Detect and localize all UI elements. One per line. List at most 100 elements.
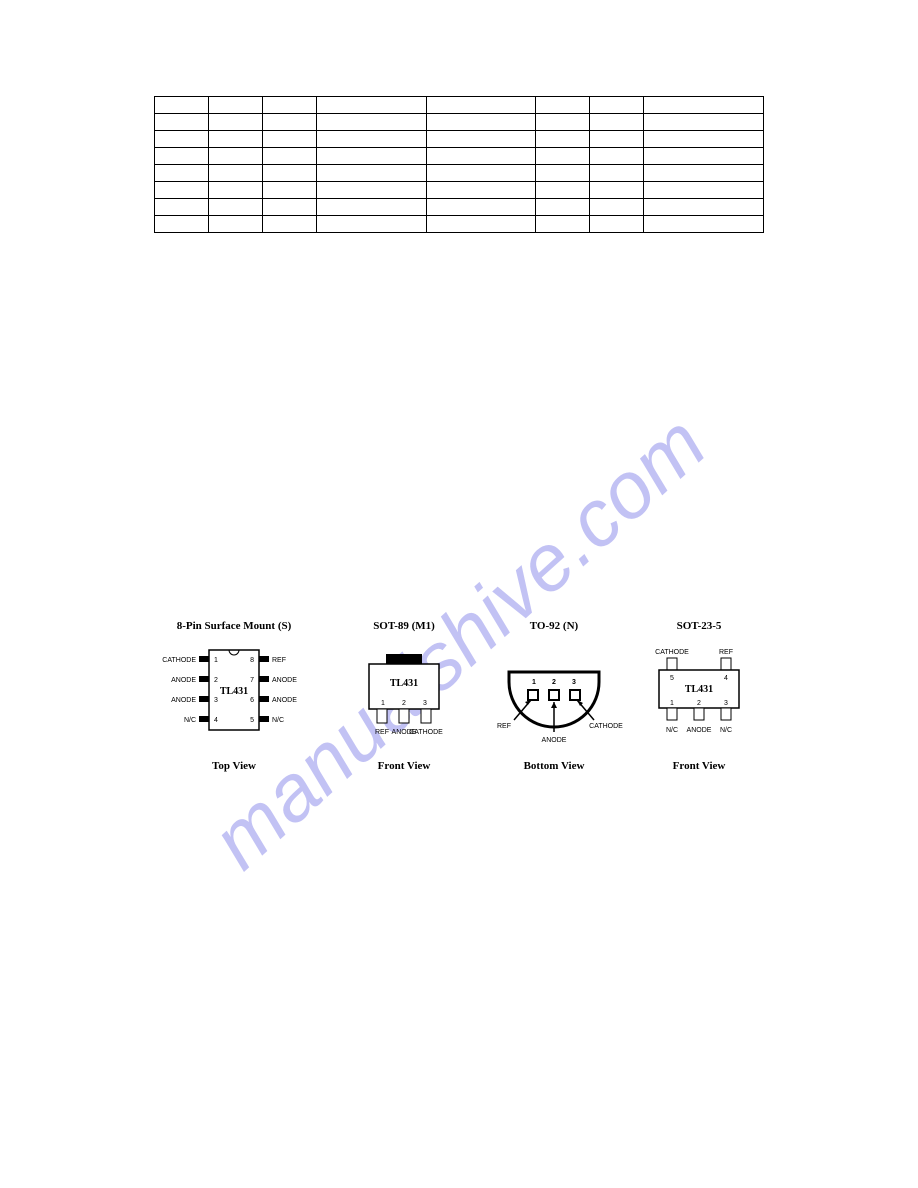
table-cell [426, 216, 536, 233]
table-cell [208, 216, 262, 233]
table-cell [155, 97, 209, 114]
soic8-svg: 1 CATHODE 2 ANODE 3 ANODE [154, 642, 314, 747]
package-sot235: SOT-23-5 CATHODE REF 5 4 TL431 1 2 3 [634, 620, 764, 772]
svg-text:N/C: N/C [720, 727, 732, 734]
svg-text:TL431: TL431 [685, 684, 713, 695]
table-cell [426, 131, 536, 148]
svg-text:3: 3 [724, 700, 728, 707]
table-cell [536, 114, 590, 131]
table-cell [155, 131, 209, 148]
table-cell [426, 165, 536, 182]
svg-text:N/C: N/C [184, 717, 196, 724]
page: manualshive.com 8-Pin Surface Mount (S) … [0, 0, 918, 1188]
table-cell [536, 97, 590, 114]
table-cell [536, 131, 590, 148]
table-cell [262, 114, 316, 131]
svg-text:4: 4 [724, 675, 728, 682]
table-cell [644, 148, 764, 165]
svg-text:REF: REF [375, 729, 389, 736]
table-cell [426, 182, 536, 199]
svg-text:1: 1 [381, 700, 385, 707]
table-cell [644, 165, 764, 182]
table-cell [208, 199, 262, 216]
table-cell [208, 97, 262, 114]
table-cell [590, 131, 644, 148]
table-cell [644, 97, 764, 114]
svg-text:CATHODE: CATHODE [162, 657, 196, 664]
table-cell [262, 216, 316, 233]
svg-text:7: 7 [250, 677, 254, 684]
package-sot89: SOT-89 (M1) TL431 1 2 3 REF ANODE CATHOD… [344, 620, 464, 772]
svg-text:1: 1 [532, 679, 536, 686]
svg-text:8: 8 [250, 657, 254, 664]
table-cell [644, 216, 764, 233]
svg-text:2: 2 [552, 679, 556, 686]
table-cell [262, 199, 316, 216]
table-cell [155, 182, 209, 199]
svg-text:3: 3 [423, 700, 427, 707]
svg-text:N/C: N/C [666, 727, 678, 734]
package-title: TO-92 (N) [484, 620, 624, 632]
table-cell [590, 199, 644, 216]
svg-text:ANODE: ANODE [687, 727, 712, 734]
svg-text:ANODE: ANODE [171, 697, 196, 704]
table-row [155, 114, 764, 131]
package-to92: TO-92 (N) 1 2 3 REF [484, 620, 624, 772]
svg-text:2: 2 [402, 700, 406, 707]
svg-text:ANODE: ANODE [171, 677, 196, 684]
table-cell [262, 148, 316, 165]
svg-text:4: 4 [214, 717, 218, 724]
svg-text:TL431: TL431 [390, 678, 418, 689]
package-diagrams: 8-Pin Surface Mount (S) 1 CATHODE 2 ANO [154, 620, 764, 830]
table-cell [316, 97, 426, 114]
table-cell [208, 148, 262, 165]
table-row [155, 131, 764, 148]
svg-text:N/C: N/C [272, 717, 284, 724]
svg-text:ANODE: ANODE [272, 697, 297, 704]
table-cell [316, 131, 426, 148]
table-cell [590, 114, 644, 131]
table-row [155, 97, 764, 114]
table-body [155, 97, 764, 233]
table-row [155, 199, 764, 216]
package-view: Front View [634, 760, 764, 772]
table-cell [536, 165, 590, 182]
svg-text:6: 6 [250, 697, 254, 704]
table-cell [155, 114, 209, 131]
table-cell [426, 97, 536, 114]
table-cell [316, 114, 426, 131]
package-soic8: 8-Pin Surface Mount (S) 1 CATHODE 2 ANO [154, 620, 314, 772]
table-cell [262, 131, 316, 148]
table-cell [536, 216, 590, 233]
table-cell [536, 182, 590, 199]
svg-text:1: 1 [670, 700, 674, 707]
table-cell [155, 199, 209, 216]
svg-text:CATHODE: CATHODE [655, 649, 689, 656]
sot89-svg: TL431 1 2 3 REF ANODE CATHODE [344, 642, 464, 747]
table-cell [590, 97, 644, 114]
svg-text:ANODE: ANODE [272, 677, 297, 684]
table-cell [590, 216, 644, 233]
table-cell [316, 148, 426, 165]
to92-svg: 1 2 3 REF ANODE CATHODE [484, 642, 624, 747]
table-cell [644, 182, 764, 199]
table-row [155, 182, 764, 199]
table-cell [316, 165, 426, 182]
table-cell [590, 182, 644, 199]
svg-text:2: 2 [214, 677, 218, 684]
table-cell [590, 148, 644, 165]
svg-text:5: 5 [250, 717, 254, 724]
table-cell [155, 216, 209, 233]
table-cell [426, 114, 536, 131]
table-cell [262, 182, 316, 199]
table-row [155, 216, 764, 233]
svg-text:CATHODE: CATHODE [409, 729, 443, 736]
table-cell [208, 131, 262, 148]
svg-text:3: 3 [572, 679, 576, 686]
svg-text:CATHODE: CATHODE [589, 723, 623, 730]
table-cell [316, 216, 426, 233]
package-view: Front View [344, 760, 464, 772]
svg-text:ANODE: ANODE [542, 737, 567, 744]
svg-text:TL431: TL431 [220, 686, 248, 697]
table-cell [536, 148, 590, 165]
